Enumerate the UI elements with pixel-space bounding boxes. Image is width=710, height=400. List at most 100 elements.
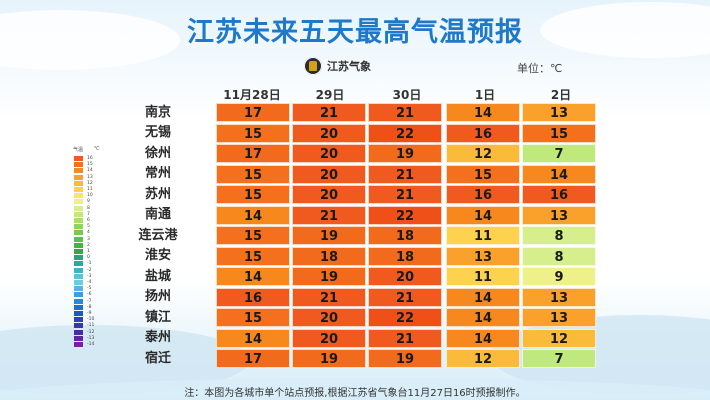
temperature-cell: 14 [446,205,520,225]
legend-label: 9 [87,199,90,205]
legend-label: 0 [87,255,90,261]
temperature-cell: 7 [522,349,596,368]
legend-label: 8 [87,205,90,211]
footer-note: 注：本图为各城市单个站点预报,根据江苏省气象台11月27日16时预报制作。 [184,388,526,399]
temperature-cell: 19 [292,267,366,286]
column-header: 1日 [474,88,496,102]
legend-label: -10 [87,317,95,323]
legend-label: -3 [87,273,92,279]
legend-swatch [74,242,83,248]
weather-logo-icon [304,57,322,75]
temperature-cell: 14 [446,103,520,122]
legend-swatch [74,292,83,298]
legend-swatch [74,329,83,335]
temperature-cell: 20 [292,185,366,204]
temperature-cell: 21 [292,205,366,225]
temperature-cell: 21 [368,164,442,184]
legend-label: 12 [87,180,93,186]
temperature-cell: 13 [522,287,596,307]
temperature-cell: 15 [522,123,596,143]
legend-label: -11 [87,323,95,329]
temperature-cell: 13 [446,246,520,266]
legend-swatch [74,261,83,267]
temperature-cell: 19 [292,226,366,245]
temperature-cell: 14 [216,205,290,225]
legend-swatch [74,187,83,192]
temperature-cell: 14 [216,267,290,286]
temperature-cell: 17 [216,349,290,368]
legend-unit: ℃ [94,146,100,152]
legend-swatch [74,211,83,217]
legend-swatch [74,156,83,161]
legend-swatch [74,255,83,261]
legend-swatch [74,193,83,199]
temperature-cell: 16 [216,287,290,307]
legend-swatch [74,335,83,341]
temperature-cell: 21 [368,287,442,307]
legend-swatch [74,267,83,273]
temperature-cell: 11 [446,267,520,286]
legend-swatch [74,317,83,323]
legend-swatch [74,205,83,211]
legend-swatch [74,224,83,230]
temperature-cell: 11 [446,226,520,245]
column-header: 2日 [550,88,572,102]
temperature-cell: 22 [368,123,442,143]
temperature-cell: 8 [522,226,596,245]
page-title: 江苏未来五天最高气温预报 [187,17,523,48]
logo: 江苏气象 [304,55,371,77]
temperature-cell: 14 [446,328,520,348]
legend-label: -12 [87,329,95,335]
city-label: 苏州 [144,186,171,202]
legend-swatch [74,342,83,347]
legend-swatch [74,230,83,236]
temperature-cell: 22 [368,308,442,327]
temperature-cell: 21 [368,185,442,204]
temperature-cell: 21 [292,287,366,307]
unit-label: 单位：℃ [517,62,563,75]
city-label: 南通 [144,207,171,222]
legend-label: 14 [87,168,93,174]
city-label: 常州 [144,166,171,181]
city-label: 连云港 [138,227,178,243]
temperature-cell: 17 [216,103,290,122]
legend-label: 16 [87,156,93,161]
temperature-cell: 19 [292,349,366,368]
temperature-cell: 15 [216,246,290,266]
temperature-cell: 22 [368,205,442,225]
legend-title: 气温 [73,147,84,153]
temperature-cell: 8 [522,246,596,266]
temperature-cell: 20 [292,328,366,348]
legend-swatch [74,273,83,279]
temperature-cell: 18 [368,226,442,245]
temperature-legend: 气温 ℃ 16 15 14 13 12 11 10 9 8 7 6 5 4 3 2 1 0 -1 -2 -3 -4 -5-… [70,146,110,347]
temperature-cell: 21 [292,103,366,122]
legend-label: -6 [87,292,92,298]
temperature-cell: 15 [216,226,290,245]
temperature-cell: 15 [216,123,290,143]
city-label: 南京 [144,104,171,120]
temperature-cell: 12 [446,349,520,368]
temperature-cell: 13 [522,103,596,122]
legend-label: 7 [87,211,90,217]
legend-swatch [74,168,83,174]
legend-label: 5 [87,224,90,230]
temperature-cell: 14 [446,287,520,307]
temperature-cell: 19 [368,144,442,163]
column-header: 29日 [315,88,345,102]
temperature-cell: 14 [522,164,596,184]
legend-label: -8 [87,304,92,310]
temperature-cell: 14 [216,328,290,348]
temperature-cell: 16 [446,185,520,204]
legend-swatch [74,180,83,186]
legend-label: 2 [87,242,90,248]
legend-swatch [74,280,83,285]
legend-swatch [74,298,83,304]
temperature-cell: 20 [292,164,366,184]
city-label: 无锡 [144,125,171,140]
legend-swatch [74,286,83,292]
legend-swatch [74,249,83,254]
legend-label: 3 [87,236,90,242]
temperature-cell: 15 [216,185,290,204]
temperature-cell: 20 [292,144,366,163]
